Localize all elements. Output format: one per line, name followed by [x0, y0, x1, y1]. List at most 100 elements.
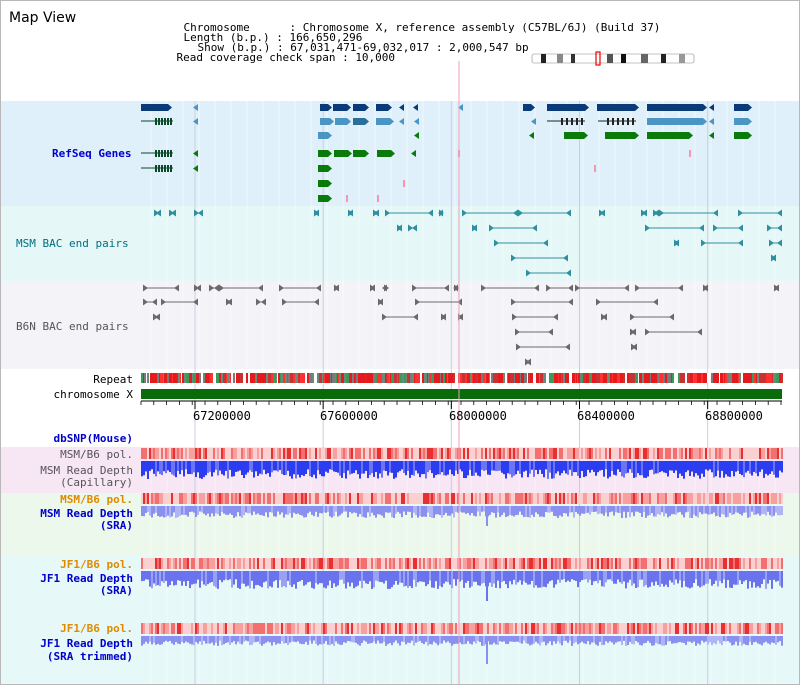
repeat-element [459, 373, 462, 383]
repeat-element [203, 373, 205, 383]
repeat-element [518, 373, 520, 383]
repeat-element [603, 373, 604, 383]
repeat-element [407, 373, 410, 383]
repeat-element [152, 373, 154, 383]
repeat-element [268, 373, 269, 383]
repeat-element [667, 373, 670, 383]
repeat-element [657, 373, 658, 383]
repeat-element [150, 373, 152, 383]
track-label-b6n-bac[interactable]: B6N BAC end pairs [16, 320, 129, 333]
repeat-element [604, 373, 607, 383]
track-label-dbsnp[interactable]: dbSNP(Mouse) [53, 432, 133, 445]
track-label-repeat: Repeat [93, 373, 133, 386]
repeat-element [766, 373, 767, 383]
repeat-element [404, 373, 406, 383]
repeat-element [355, 373, 356, 383]
repeat-element [780, 373, 781, 383]
repeat-element [779, 373, 780, 383]
repeat-element [629, 373, 632, 383]
repeat-element [607, 373, 610, 383]
repeat-element [551, 373, 553, 383]
page-title: Map View [9, 10, 77, 26]
repeat-element [223, 373, 226, 383]
repeat-element [314, 373, 317, 383]
repeat-element [658, 373, 659, 383]
repeat-element [549, 373, 551, 383]
repeat-element [528, 373, 530, 383]
repeat-element [733, 373, 734, 383]
repeat-element [221, 373, 222, 383]
chromosome-label: Chromosome : Chromosome X, reference ass… [183, 21, 661, 34]
repeat-element [554, 373, 556, 383]
repeat-element [160, 373, 163, 383]
repeat-element [765, 373, 766, 383]
repeat-element [290, 373, 293, 383]
chromosome-x-bar [141, 389, 782, 399]
track-label-refseq[interactable]: RefSeq Genes [52, 147, 132, 160]
repeat-element [196, 373, 199, 383]
repeat-element [417, 373, 420, 383]
repeat-element [199, 373, 201, 383]
repeat-element [190, 373, 192, 383]
repeat-element [243, 373, 245, 383]
repeat-element [293, 373, 295, 383]
repeat-element [473, 373, 475, 383]
axis-tick-label: 68800000 [705, 409, 763, 423]
repeat-element [750, 373, 752, 383]
track-label-jf1-depth-trim: JF1 Read Depth [40, 637, 133, 650]
repeat-element [610, 373, 612, 383]
repeat-element [553, 373, 554, 383]
repeat-element [724, 373, 725, 383]
repeat-element [672, 373, 674, 383]
repeat-element [455, 373, 458, 383]
repeat-element [562, 373, 563, 383]
repeat-element [546, 373, 548, 383]
repeat-element [356, 373, 358, 383]
repeat-element [169, 373, 172, 383]
repeat-element [363, 373, 365, 383]
repeat-element [650, 373, 651, 383]
repeat-element [524, 373, 525, 383]
repeat-element [377, 373, 380, 383]
repeat-element [533, 373, 536, 383]
repeat-element [257, 373, 258, 383]
repeat-element [317, 373, 319, 383]
repeat-element [186, 373, 189, 383]
repeat-element [475, 373, 478, 383]
repeat-element [358, 373, 361, 383]
repeat-element [266, 373, 268, 383]
repeat-element [264, 373, 266, 383]
track-label-msm-bac[interactable]: MSM BAC end pairs [16, 237, 129, 250]
repeat-element [462, 373, 465, 383]
repeat-element [510, 373, 513, 383]
repeat-element [385, 373, 386, 383]
repeat-element [452, 373, 453, 383]
repeat-element [157, 373, 159, 383]
repeat-element [149, 373, 150, 383]
track-label-msm-depth-cap: MSM Read Depth [40, 464, 133, 477]
repeat-element [443, 373, 445, 383]
chromosome-ideogram[interactable] [531, 51, 695, 66]
repeat-element [325, 373, 327, 383]
repeat-element [656, 373, 657, 383]
repeat-element [674, 373, 675, 383]
repeat-element [453, 373, 455, 383]
ideogram-band [571, 54, 575, 63]
repeat-element [732, 373, 733, 383]
show-range-label: Show (b.p.) : 67,031,471-69,032,017 : 2,… [197, 41, 529, 54]
repeat-element [470, 373, 472, 383]
repeat-element [776, 373, 779, 383]
repeat-element [698, 373, 701, 383]
repeat-element [716, 373, 719, 383]
repeat-element [711, 373, 713, 383]
repeat-element [281, 373, 283, 383]
repeat-element [373, 373, 376, 383]
repeat-element [663, 373, 665, 383]
repeat-element [402, 373, 404, 383]
repeat-element [620, 373, 623, 383]
repeat-element [354, 373, 355, 383]
repeat-element [332, 373, 335, 383]
repeat-element [319, 373, 322, 383]
repeat-element [703, 373, 704, 383]
repeat-element [361, 373, 363, 383]
